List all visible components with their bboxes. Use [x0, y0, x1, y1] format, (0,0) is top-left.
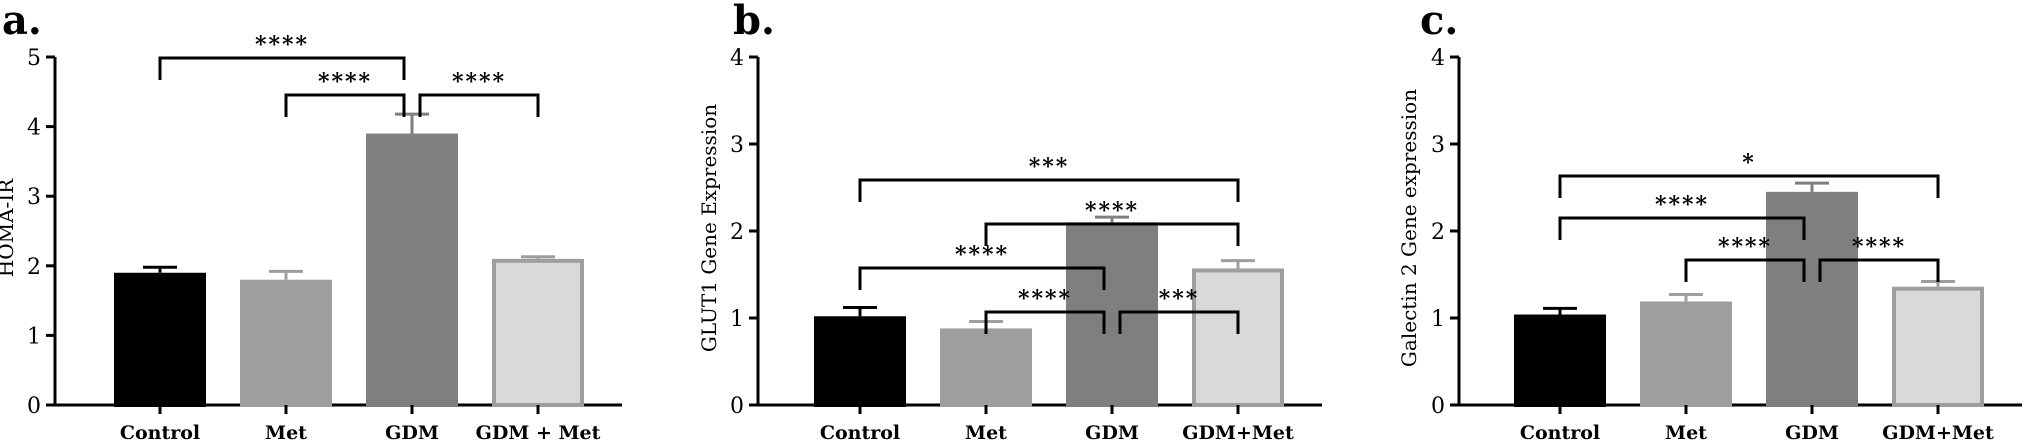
chart-panel-c: c. Galectin 2 Gene expression 0 1 2 3 4 Contr…	[1397, 0, 2022, 444]
significance-stars: ****	[255, 32, 309, 58]
significance-bracket	[984, 310, 1106, 334]
bar	[1514, 314, 1606, 407]
significance-bracket	[418, 93, 540, 117]
significance-bracket	[284, 93, 406, 117]
bar	[940, 328, 1032, 407]
bar	[1640, 301, 1732, 407]
y-tick-label: 1	[730, 307, 744, 332]
x-tick-label: Met	[1665, 422, 1707, 444]
y-tick-label: 0	[1431, 394, 1445, 419]
significance-bracket	[1118, 310, 1240, 334]
x-tick-label: GDM + Met	[476, 422, 601, 444]
y-tick-label: 1	[27, 324, 41, 349]
y-tick-label: 2	[1431, 220, 1445, 245]
x-tick-label: GDM	[385, 422, 439, 444]
bar	[814, 316, 906, 408]
significance-bracket	[984, 222, 1240, 246]
y-tick-label: 2	[27, 255, 41, 280]
bar	[1066, 222, 1158, 407]
significance-bracket	[1684, 258, 1806, 282]
bar	[492, 258, 584, 407]
y-tick-label: 2	[730, 220, 744, 245]
significance-stars: ****	[1085, 198, 1139, 224]
significance-stars: ****	[452, 69, 506, 95]
y-tick-label: 4	[27, 116, 41, 141]
x-tick-label: GDM	[1085, 422, 1139, 444]
x-tick-label: Control	[120, 422, 200, 444]
x-tick-label: GDM	[1785, 422, 1839, 444]
significance-bracket	[858, 266, 1106, 290]
panel-b-y-axis-label: GLUT1 Gene Expression	[697, 104, 721, 352]
significance-bracket	[1818, 258, 1940, 282]
significance-stars: ****	[1718, 234, 1772, 260]
significance-stars: ****	[1018, 286, 1072, 312]
y-tick-label: 5	[27, 46, 41, 71]
significance-stars: ***	[1029, 154, 1070, 180]
bar	[1892, 286, 1984, 407]
significance-bracket	[1558, 216, 1806, 240]
significance-stars: *	[1742, 150, 1756, 176]
x-tick-label: Met	[265, 422, 307, 444]
y-tick-label: 3	[1431, 133, 1445, 158]
x-tick-label: Control	[820, 422, 900, 444]
chart-panel-a: a. HOMA-IR 0 1 2 3 4 5 Control Met GDM GDM + Met *…	[0, 0, 622, 444]
chart-panel-b: b. GLUT1 Gene Expression 0 1 2 3 4 Control Met…	[697, 0, 1322, 444]
y-tick-label: 3	[730, 133, 744, 158]
y-tick-label: 1	[1431, 307, 1445, 332]
x-tick-label: Met	[965, 422, 1007, 444]
significance-bracket	[1558, 174, 1940, 198]
significance-stars: ****	[1852, 234, 1906, 260]
x-tick-label: Control	[1520, 422, 1600, 444]
y-tick-label: 4	[1431, 46, 1445, 71]
significance-stars: ****	[955, 242, 1009, 268]
x-tick-label: GDM+Met	[1882, 422, 1994, 444]
significance-bracket	[858, 178, 1240, 202]
panel-c-letter: c.	[1420, 0, 1458, 44]
y-tick-label: 3	[27, 185, 41, 210]
panel-c-y-axis-label: Galectin 2 Gene expression	[1397, 89, 1421, 367]
significance-stars: ***	[1159, 286, 1200, 312]
bar	[1766, 191, 1858, 407]
y-tick-label: 0	[730, 394, 744, 419]
x-tick-label: GDM+Met	[1182, 422, 1294, 444]
significance-stars: ****	[318, 69, 372, 95]
bar	[1192, 268, 1284, 407]
y-tick-label: 0	[27, 394, 41, 419]
bar	[114, 272, 206, 408]
bar	[240, 279, 332, 407]
panel-b-letter: b.	[733, 0, 775, 44]
panel-a-y-axis-label: HOMA-IR	[0, 178, 18, 277]
y-tick-label: 4	[730, 46, 744, 71]
panel-a-letter: a.	[2, 0, 42, 44]
significance-bracket	[158, 56, 406, 80]
significance-stars: ****	[1655, 192, 1709, 218]
bar	[366, 133, 458, 407]
